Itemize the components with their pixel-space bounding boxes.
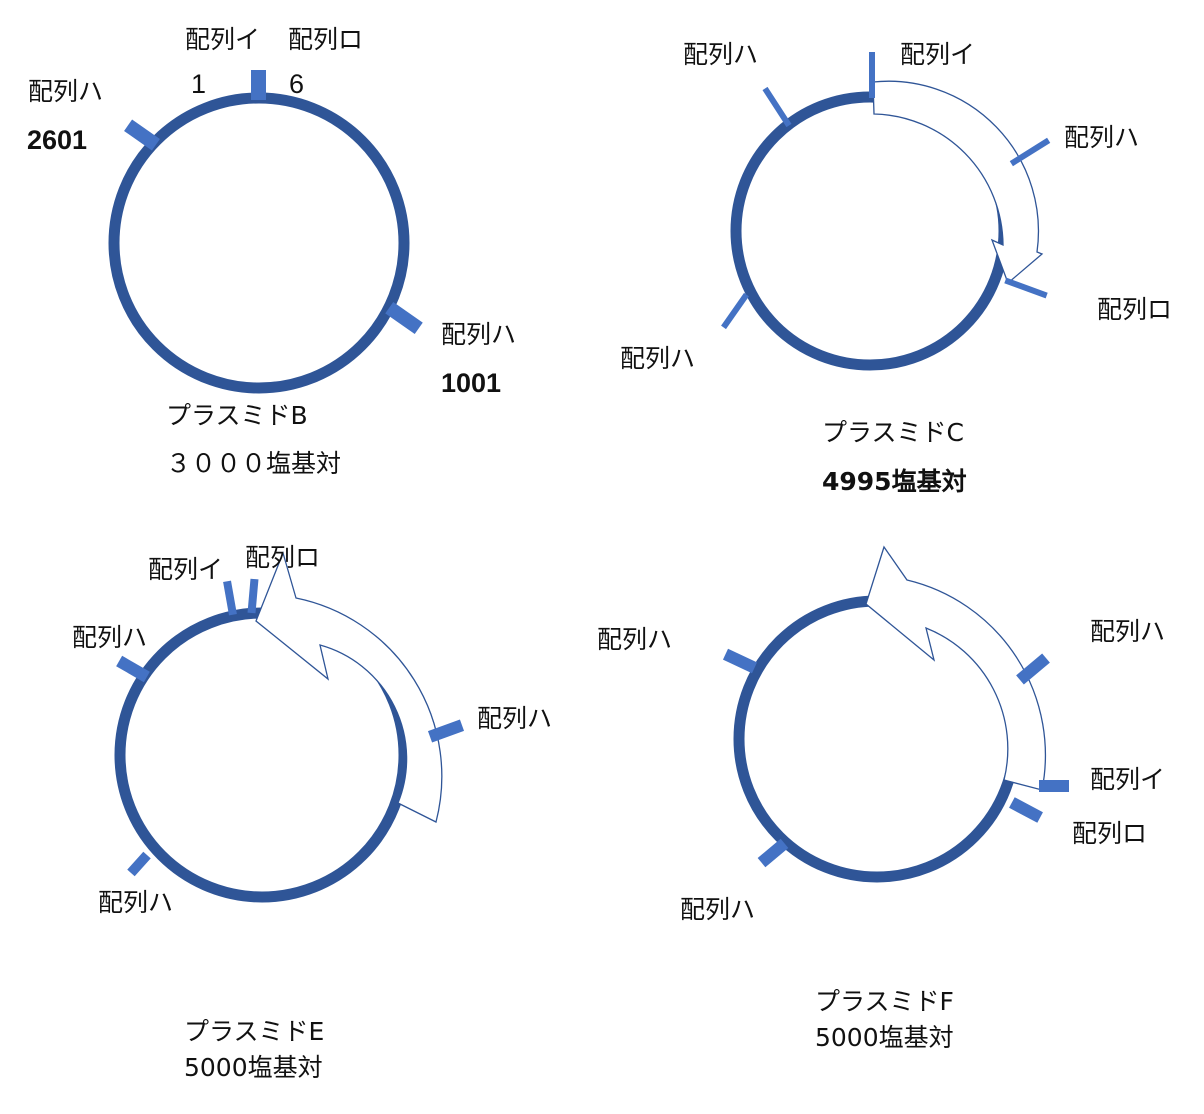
plasmid-b-position-ha-upper-left: 2601 [27, 125, 87, 155]
plasmid-f-site-i-marker [1039, 780, 1069, 792]
plasmid-b-label-ro: 配列ロ [288, 25, 363, 54]
plasmid-c-label-ha-upper-left: 配列ハ [683, 40, 758, 69]
plasmid-c-label-ha-lower-left: 配列ハ [620, 344, 695, 373]
plasmid-b-name: プラスミドB [166, 401, 308, 430]
plasmid-e-site-ha-left-marker [116, 655, 150, 683]
plasmid-b-size: ３０００塩基対 [166, 449, 341, 478]
plasmid-e-label-ro: 配列ロ [245, 543, 320, 572]
plasmid-f-site-ha-upper-right-marker [1016, 653, 1050, 685]
plasmid-f-label-ha-lower-left: 配列ハ [680, 895, 755, 924]
plasmid-f-name: プラスミドF [815, 987, 954, 1016]
plasmid-e-label-ha-lower-left: 配列ハ [98, 888, 173, 917]
plasmid-c-label-ha-right: 配列ハ [1064, 123, 1139, 152]
plasmid-b-position-ha-lower-right: 1001 [441, 368, 501, 398]
plasmid-e-arrow [255, 550, 443, 823]
plasmid-c-site-i-marker [869, 52, 875, 98]
plasmid-f-site-ha-left-marker [722, 648, 758, 674]
plasmid-b-site-ha-upper-left-marker [124, 119, 160, 151]
plasmid-b-label-ha-upper-left: 配列ハ [28, 77, 103, 106]
plasmid-b-position-ro: 6 [289, 69, 304, 99]
plasmid-b: 配列イ 配列ロ 1 6 配列ハ 2601 配列ハ 1001 プラスミドB ３００… [27, 25, 516, 478]
plasmid-f-label-ha-left: 配列ハ [597, 625, 672, 654]
plasmid-c-site-ha-upper-left-marker [762, 86, 792, 128]
plasmid-b-site-i-ro-marker [251, 70, 266, 100]
plasmid-f: 配列ハ 配列ハ 配列イ 配列ロ 配列ハ プラスミドF 5000塩基対 [597, 545, 1165, 1052]
plasmid-e-label-i: 配列イ [148, 555, 223, 584]
plasmid-b-label-ha-lower-right: 配列ハ [441, 320, 516, 349]
plasmid-f-label-ha-upper-right: 配列ハ [1090, 617, 1165, 646]
plasmid-e-site-ro-marker [247, 578, 259, 614]
plasmid-e-label-ha-left: 配列ハ [72, 623, 147, 652]
plasmid-c-site-ha-right-marker [1009, 137, 1051, 167]
plasmid-f-label-i: 配列イ [1090, 765, 1165, 794]
plasmid-c-site-ro-marker [1004, 277, 1048, 299]
plasmid-f-label-ro: 配列ロ [1072, 819, 1147, 848]
plasmid-f-size: 5000塩基対 [815, 1023, 954, 1052]
plasmid-f-arrow [865, 545, 1047, 791]
plasmid-e-name: プラスミドE [184, 1017, 324, 1046]
plasmid-c: 配列イ 配列ハ 配列ハ 配列ロ 配列ハ プラスミドC 4995塩基対 [620, 40, 1172, 496]
plasmid-c-name: プラスミドC [822, 418, 964, 447]
plasmid-b-site-ha-lower-right-marker [385, 301, 423, 335]
plasmid-c-size: 4995塩基対 [822, 467, 967, 496]
plasmid-e-size: 5000塩基対 [184, 1053, 323, 1082]
plasmid-f-site-ha-lower-left-marker [757, 838, 789, 868]
plasmid-e-site-i-marker [223, 580, 237, 616]
plasmid-c-label-i: 配列イ [900, 40, 975, 69]
plasmid-f-site-ro-marker [1009, 797, 1043, 823]
plasmid-c-site-ha-lower-left-marker [721, 292, 749, 330]
plasmid-c-label-ro: 配列ロ [1097, 295, 1172, 324]
plasmid-e-site-ha-lower-left-marker [127, 851, 151, 877]
plasmid-e: 配列イ 配列ロ 配列ハ 配列ハ 配列ハ プラスミドE 5000塩基対 [72, 543, 552, 1082]
plasmid-b-label-i: 配列イ [185, 25, 260, 54]
plasmid-c-arrow [872, 80, 1044, 285]
plasmid-b-position-i: 1 [191, 69, 206, 99]
plasmid-e-site-ha-right-marker [427, 719, 465, 743]
plasmid-e-label-ha-right: 配列ハ [477, 704, 552, 733]
